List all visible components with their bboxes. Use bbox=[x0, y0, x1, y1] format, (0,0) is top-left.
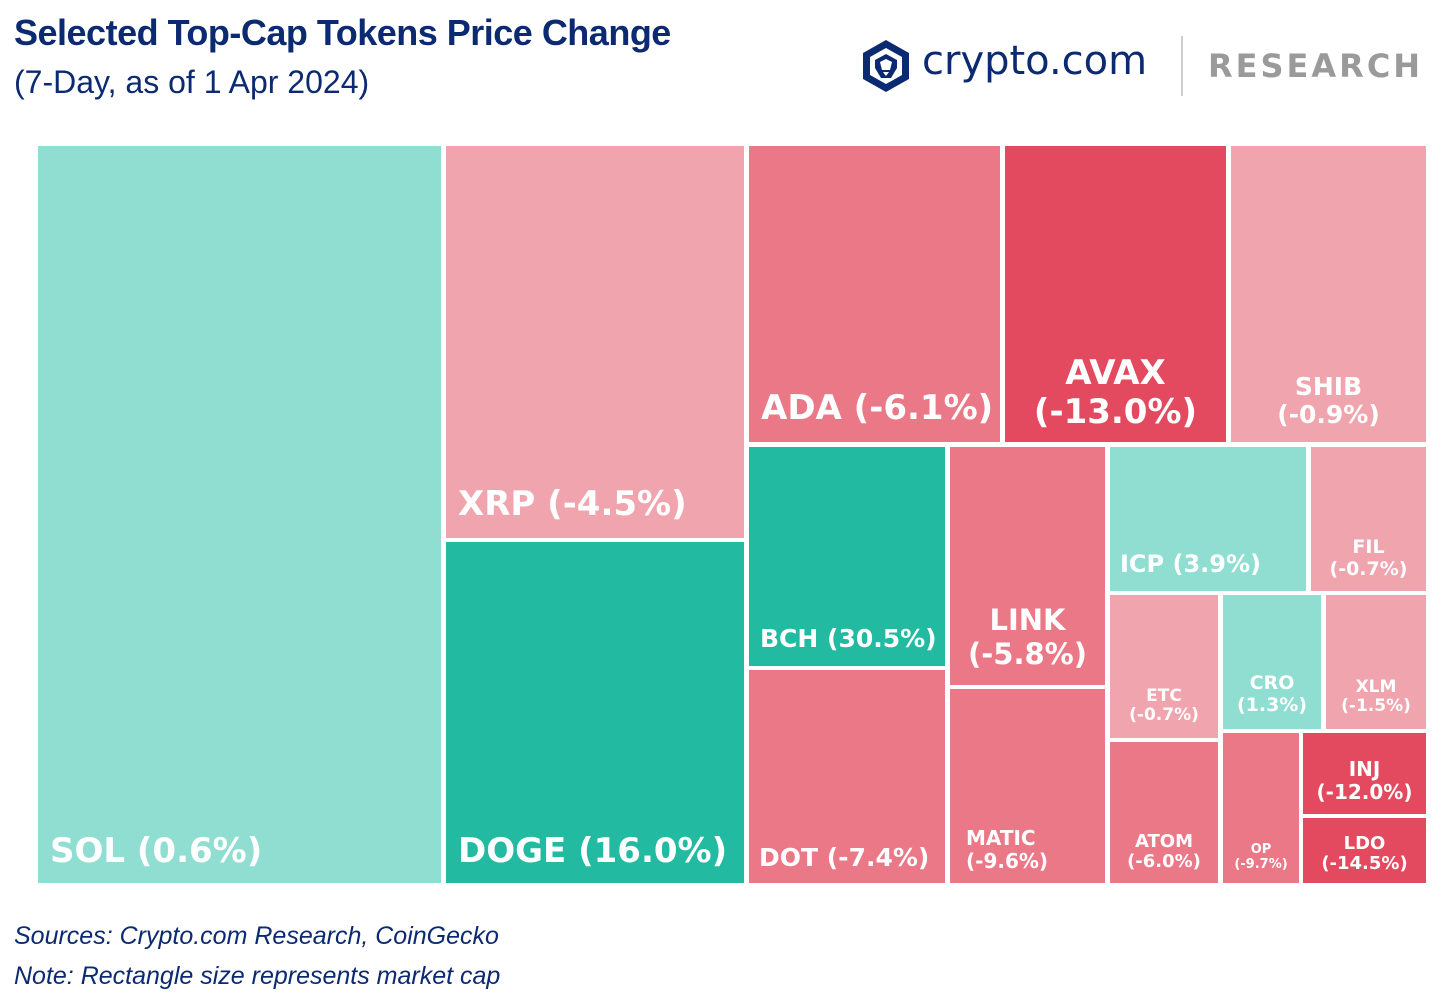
tile-label-xrp: XRP (-4.5%) bbox=[458, 483, 687, 524]
treemap-tile-bch: BCH (30.5%) bbox=[749, 447, 945, 666]
tile-label-shib: SHIB (-0.9%) bbox=[1277, 371, 1380, 430]
tile-label-cro: CRO (1.3%) bbox=[1236, 672, 1308, 717]
tile-label-atom: ATOM (-6.0%) bbox=[1127, 830, 1201, 873]
treemap-tile-dot: DOT (-7.4%) bbox=[749, 670, 945, 883]
treemap-tile-sol: SOL (0.6%) bbox=[38, 146, 441, 883]
tile-label-matic: MATIC (-9.6%) bbox=[966, 826, 1049, 873]
brand-divider bbox=[1181, 36, 1183, 96]
brand-name: crypto.com bbox=[922, 38, 1148, 84]
treemap-tile-matic: MATIC (-9.6%) bbox=[950, 689, 1105, 883]
treemap-tile-xrp: XRP (-4.5%) bbox=[446, 146, 744, 538]
treemap-tile-shib: SHIB (-0.9%) bbox=[1231, 146, 1426, 442]
chart-subtitle: (7-Day, as of 1 Apr 2024) bbox=[14, 64, 370, 100]
treemap-tile-ada: ADA (-6.1%) bbox=[749, 146, 1000, 442]
treemap-tile-link: LINK (-5.8%) bbox=[950, 447, 1105, 685]
market-cap-note: Note: Rectangle size represents market c… bbox=[14, 962, 501, 990]
treemap-tile-ldo: LDO (-14.5%) bbox=[1303, 818, 1426, 883]
tile-label-doge: DOGE (16.0%) bbox=[458, 830, 728, 871]
sources-note: Sources: Crypto.com Research, CoinGecko bbox=[14, 922, 499, 950]
treemap-tile-xlm: XLM (-1.5%) bbox=[1326, 595, 1426, 729]
tile-label-link: LINK (-5.8%) bbox=[968, 603, 1087, 671]
treemap-tile-avax: AVAX (-13.0%) bbox=[1005, 146, 1226, 442]
tile-label-ada: ADA (-6.1%) bbox=[761, 387, 994, 428]
chart-title: Selected Top-Cap Tokens Price Change bbox=[14, 12, 671, 53]
treemap-tile-fil: FIL (-0.7%) bbox=[1311, 447, 1426, 591]
tile-label-dot: DOT (-7.4%) bbox=[759, 843, 930, 873]
treemap-tile-cro: CRO (1.3%) bbox=[1223, 595, 1321, 729]
treemap-tile-etc: ETC (-0.7%) bbox=[1110, 595, 1218, 738]
treemap-tile-inj: INJ (-12.0%) bbox=[1303, 733, 1426, 814]
treemap-tile-icp: ICP (3.9%) bbox=[1110, 447, 1306, 591]
tile-label-xlm: XLM (-1.5%) bbox=[1341, 676, 1411, 717]
tile-label-sol: SOL (0.6%) bbox=[50, 830, 263, 871]
tile-label-bch: BCH (30.5%) bbox=[760, 624, 937, 654]
brand-research-label: RESEARCH bbox=[1208, 47, 1424, 85]
treemap-chart: SOL (0.6%) XRP (-4.5%) DOGE (16.0%) ADA (-6… bbox=[38, 146, 1426, 883]
tile-label-fil: FIL (-0.7%) bbox=[1329, 536, 1408, 581]
treemap-tile-doge: DOGE (16.0%) bbox=[446, 542, 744, 883]
tile-label-etc: ETC (-0.7%) bbox=[1129, 685, 1199, 726]
tile-label-op: OP (-9.7%) bbox=[1234, 842, 1288, 873]
treemap-tile-op: OP (-9.7%) bbox=[1223, 733, 1299, 883]
tile-label-icp: ICP (3.9%) bbox=[1120, 550, 1261, 579]
treemap-tile-atom: ATOM (-6.0%) bbox=[1110, 742, 1218, 883]
crypto-com-lion-shield-icon bbox=[863, 40, 909, 92]
tile-label-ldo: LDO (-14.5%) bbox=[1321, 832, 1408, 875]
tile-label-inj: INJ (-12.0%) bbox=[1316, 757, 1413, 804]
tile-label-avax: AVAX (-13.0%) bbox=[1033, 352, 1198, 432]
